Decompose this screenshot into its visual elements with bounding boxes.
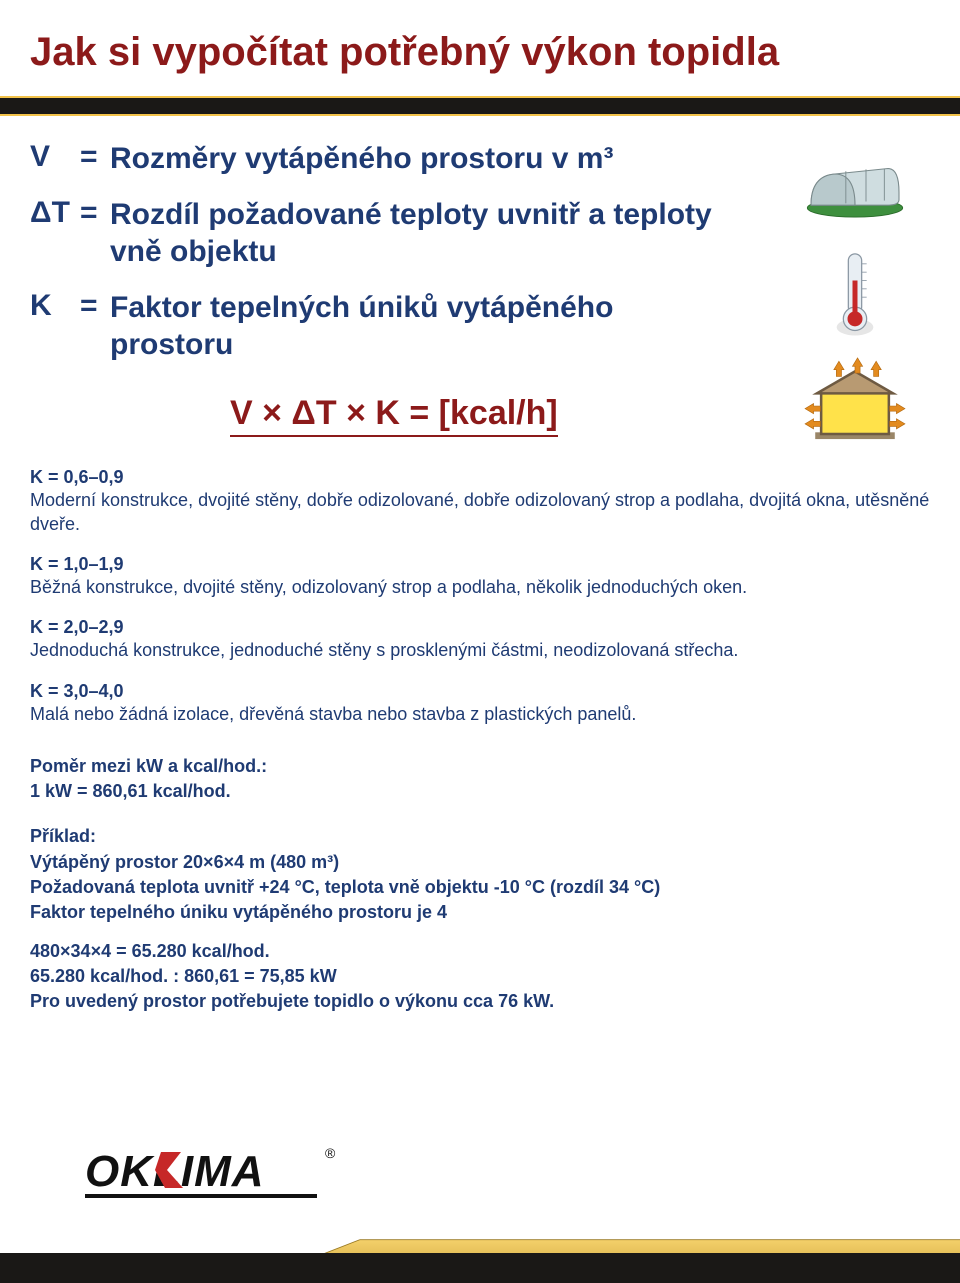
example-calc: Pro uvedený prostor potřebujete topidlo … bbox=[30, 989, 930, 1014]
example-calc: 480×34×4 = 65.280 kcal/hod. bbox=[30, 939, 930, 964]
formula-text: V × ΔT × K = [kcal/h] bbox=[230, 394, 558, 437]
footer-dark-bar bbox=[0, 1253, 960, 1283]
def-equals: = bbox=[80, 140, 110, 174]
k-desc: Moderní konstrukce, dvojité stěny, dobře… bbox=[30, 488, 930, 537]
def-symbol: K bbox=[30, 289, 80, 323]
page-title: Jak si vypočítat potřebný výkon topidla bbox=[0, 0, 960, 75]
example-line: Požadovaná teplota uvnitř +24 °C, teplot… bbox=[30, 875, 930, 900]
brand-logo: OKLIMA ® bbox=[85, 1138, 345, 1213]
example-label: Příklad: bbox=[30, 824, 930, 849]
def-text: Rozdíl požadované teploty uvnitř a teplo… bbox=[110, 196, 730, 271]
definition-row: K = Faktor tepelných úniků vytápěného pr… bbox=[30, 289, 930, 364]
k-factor-block: K = 1,0–1,9 Běžná konstrukce, dvojité st… bbox=[30, 554, 930, 599]
formula-block: V × ΔT × K = [kcal/h] bbox=[230, 394, 930, 437]
ratio-value: 1 kW = 860,61 kcal/hod. bbox=[30, 779, 930, 804]
def-symbol: ΔT bbox=[30, 196, 80, 230]
example-line: Výtápěný prostor 20×6×4 m (480 m³) bbox=[30, 850, 930, 875]
k-range: K = 3,0–4,0 bbox=[30, 681, 930, 702]
divider-bar bbox=[0, 96, 960, 116]
definition-list: V = Rozměry vytápěného prostoru v m³ ΔT … bbox=[30, 140, 930, 364]
definition-row: V = Rozměry vytápěného prostoru v m³ bbox=[30, 140, 930, 178]
k-range: K = 0,6–0,9 bbox=[30, 467, 930, 488]
k-factor-block: K = 0,6–0,9 Moderní konstrukce, dvojité … bbox=[30, 467, 930, 537]
k-factor-block: K = 2,0–2,9 Jednoduchá konstrukce, jedno… bbox=[30, 617, 930, 662]
def-text: Rozměry vytápěného prostoru v m³ bbox=[110, 140, 613, 178]
k-desc: Jednoduchá konstrukce, jednoduché stěny … bbox=[30, 638, 930, 662]
definition-row: ΔT = Rozdíl požadované teploty uvnitř a … bbox=[30, 196, 930, 271]
example-block: Příklad: Výtápěný prostor 20×6×4 m (480 … bbox=[30, 824, 930, 1014]
k-range: K = 1,0–1,9 bbox=[30, 554, 930, 575]
example-calc: 65.280 kcal/hod. : 860,61 = 75,85 kW bbox=[30, 964, 930, 989]
k-desc: Běžná konstrukce, dvojité stěny, odizolo… bbox=[30, 575, 930, 599]
def-symbol: V bbox=[30, 140, 80, 174]
logo-registered-icon: ® bbox=[325, 1145, 336, 1161]
content-area: V = Rozměry vytápěného prostoru v m³ ΔT … bbox=[30, 140, 930, 1015]
k-range: K = 2,0–2,9 bbox=[30, 617, 930, 638]
def-equals: = bbox=[80, 289, 110, 323]
k-factor-block: K = 3,0–4,0 Malá nebo žádná izolace, dře… bbox=[30, 681, 930, 726]
example-line: Faktor tepelného úniku vytápěného prosto… bbox=[30, 900, 930, 925]
ratio-label: Poměr mezi kW a kcal/hod.: bbox=[30, 754, 930, 779]
def-text: Faktor tepelných úniků vytápěného prosto… bbox=[110, 289, 730, 364]
ratio-block: Poměr mezi kW a kcal/hod.: 1 kW = 860,61… bbox=[30, 754, 930, 804]
def-equals: = bbox=[80, 196, 110, 230]
k-desc: Malá nebo žádná izolace, dřevěná stavba … bbox=[30, 702, 930, 726]
